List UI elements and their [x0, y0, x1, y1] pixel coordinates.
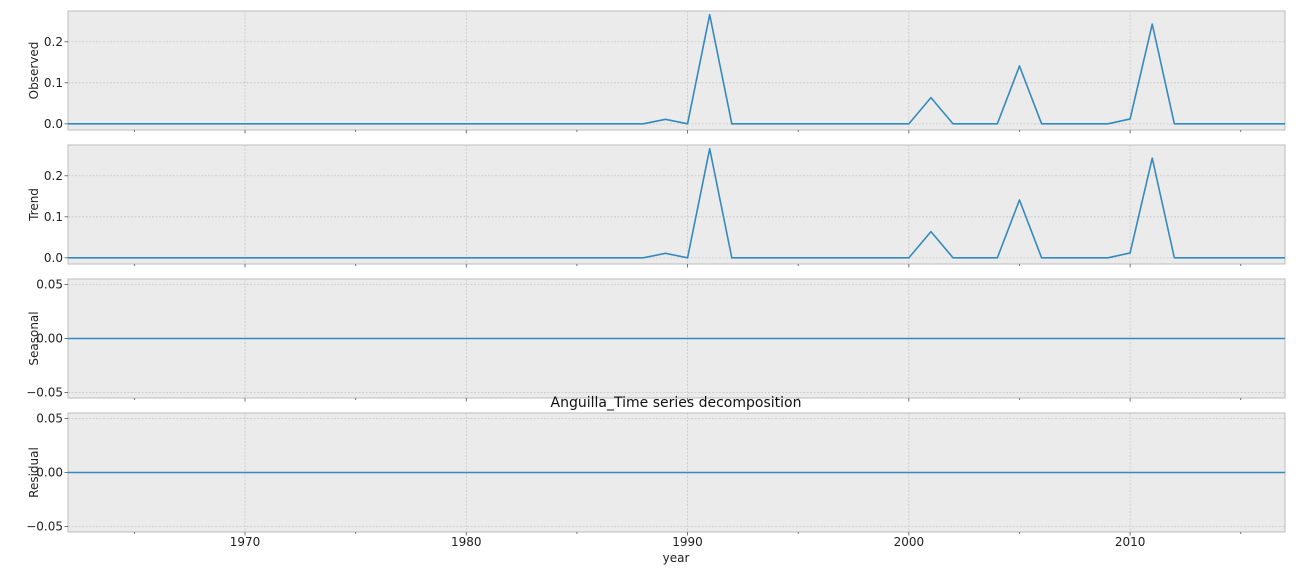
x-tick-label: 1990	[672, 535, 703, 549]
residual-y-tick-label: 0.00	[36, 466, 63, 480]
trend-axis-label: Trend	[27, 188, 41, 222]
seasonal-y-tick-label: 0.00	[36, 332, 63, 346]
seasonal-y-tick-label: 0.05	[36, 277, 63, 291]
x-tick-labels: 1970 1980 1990 2000 2010	[230, 535, 1146, 549]
residual-y-tick-label: −0.05	[26, 520, 63, 534]
trend-y-tick-label: 0.2	[44, 169, 63, 183]
trend-series-line	[68, 147, 1285, 259]
trend-y-tick-label: 0.0	[44, 251, 63, 265]
observed-axis-label: Observed	[27, 42, 41, 100]
residual-panel: −0.05 0.00 0.05 Residual	[26, 411, 1286, 536]
chart-title: Anguilla_Time series decomposition	[551, 395, 802, 411]
x-tick-label: 2000	[894, 535, 925, 549]
x-tick-label: 1980	[451, 535, 482, 549]
x-tick-label: 1970	[230, 535, 261, 549]
residual-y-tick-label: 0.05	[36, 411, 63, 425]
observed-y-tick-label: 0.0	[44, 117, 63, 131]
observed-series-line	[68, 13, 1285, 125]
seasonal-panel: −0.05 0.00 0.05 Seasonal	[26, 277, 1286, 402]
x-tick-label: 2010	[1115, 535, 1146, 549]
subplot-panels: 0.00.10.2Observed0.00.10.2Trend−0.050.00…	[26, 10, 1286, 549]
residual-axis-label: Residual	[27, 447, 41, 498]
seasonal-axis-label: Seasonal	[27, 311, 41, 365]
trend-y-tick-label: 0.1	[44, 210, 63, 224]
observed-y-tick-label: 0.2	[44, 35, 63, 49]
x-axis-label: year	[663, 551, 690, 565]
seasonal-y-tick-label: −0.05	[26, 386, 63, 400]
trend-axes-background	[67, 144, 1286, 265]
observed-y-tick-label: 0.1	[44, 76, 63, 90]
observed-axes-background	[67, 10, 1286, 131]
